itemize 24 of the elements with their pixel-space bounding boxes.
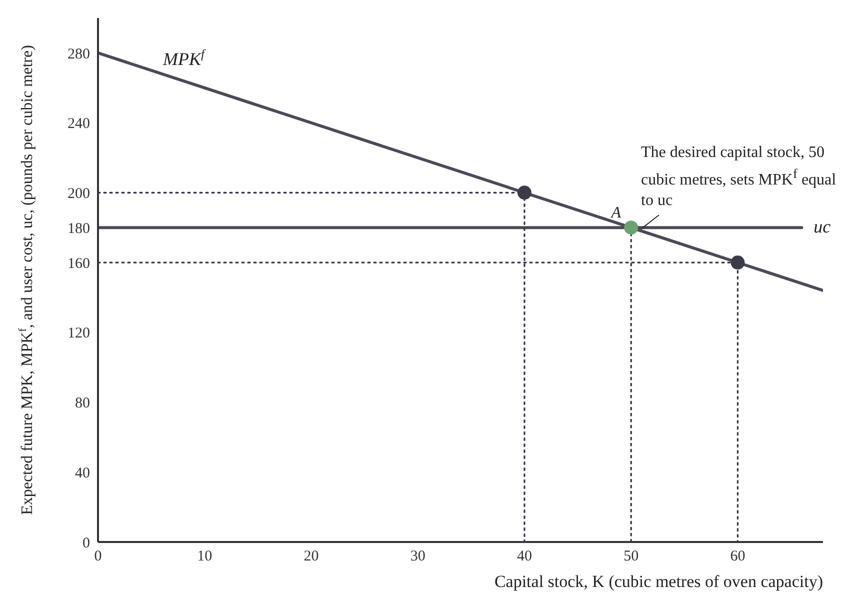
x-axis-title: Capital stock, K (cubic metres of oven capacity) (494, 572, 823, 591)
y-tick-label: 200 (68, 186, 90, 202)
x-tick-label: 10 (197, 548, 212, 565)
y-tick-label: 280 (68, 46, 90, 62)
text: The desired capital stock, 50 cubic metres, sets MPK$^{f}$ equal to uc (641, 144, 836, 210)
x-tick-label: 30 (410, 548, 426, 565)
point (624, 220, 638, 235)
y-tick-label: 180 (68, 220, 90, 237)
annotation: A (610, 204, 622, 222)
series-label: MPK$^{f}$ (162, 46, 206, 69)
x-tick-label: 60 (730, 548, 746, 565)
x-tick-label: 50 (624, 548, 639, 565)
series-label: uc (814, 216, 831, 237)
y-tick-label: 40 (75, 465, 90, 482)
y-tick-label: 240 (68, 116, 90, 132)
y-tick-label: 160 (68, 256, 90, 272)
y-tick-label: 120 (68, 326, 90, 342)
point (517, 186, 532, 200)
y-tick-label: 80 (75, 396, 90, 412)
point (730, 256, 745, 270)
x-tick-label: 0 (94, 548, 102, 565)
y-tick-label: 0 (82, 535, 90, 552)
x-tick-label: 20 (304, 548, 319, 565)
x-tick-label: 40 (516, 548, 532, 565)
